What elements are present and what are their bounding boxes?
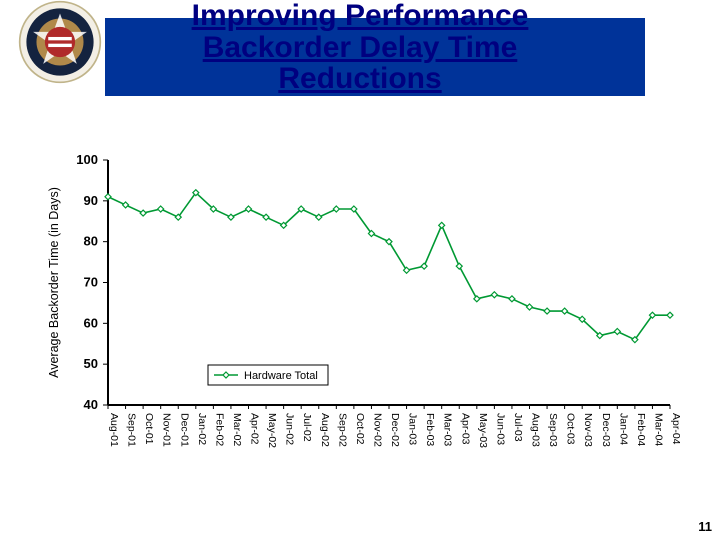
svg-text:Oct-03: Oct-03 bbox=[565, 413, 577, 445]
svg-text:Hardware Total: Hardware Total bbox=[244, 370, 318, 382]
svg-text:Aug-03: Aug-03 bbox=[530, 413, 542, 447]
page-number: 11 bbox=[698, 519, 712, 534]
svg-text:Jun-03: Jun-03 bbox=[494, 413, 506, 445]
svg-text:Oct-02: Oct-02 bbox=[354, 413, 366, 445]
backorder-chart: 40 50 60 70 80 90 100 Aug-01 Sep-01 Oct-01 Nov-01 D… bbox=[40, 150, 680, 470]
svg-text:50: 50 bbox=[84, 356, 98, 371]
svg-text:Nov-02: Nov-02 bbox=[371, 413, 383, 447]
svg-text:Sep-01: Sep-01 bbox=[126, 413, 138, 447]
svg-text:May-02: May-02 bbox=[266, 413, 278, 448]
title-line-3: Reductions bbox=[0, 63, 720, 95]
svg-text:Nov-03: Nov-03 bbox=[582, 413, 594, 447]
svg-text:Feb-04: Feb-04 bbox=[635, 413, 647, 446]
svg-text:70: 70 bbox=[84, 275, 98, 290]
svg-text:Nov-01: Nov-01 bbox=[161, 413, 173, 447]
svg-text:100: 100 bbox=[76, 152, 98, 167]
svg-text:Aug-02: Aug-02 bbox=[319, 413, 331, 447]
svg-text:Dec-02: Dec-02 bbox=[389, 413, 401, 447]
svg-text:Jan-03: Jan-03 bbox=[407, 413, 419, 445]
svg-text:Jul-03: Jul-03 bbox=[512, 413, 524, 442]
title-line-2: Backorder Delay Time bbox=[0, 32, 720, 64]
svg-text:Dec-01: Dec-01 bbox=[178, 413, 190, 447]
svg-text:40: 40 bbox=[84, 397, 98, 412]
svg-text:Aug-01: Aug-01 bbox=[108, 413, 120, 447]
svg-text:90: 90 bbox=[84, 193, 98, 208]
svg-text:Feb-02: Feb-02 bbox=[213, 413, 225, 446]
svg-text:Apr-02: Apr-02 bbox=[249, 413, 261, 445]
svg-text:Mar-04: Mar-04 bbox=[652, 413, 664, 446]
svg-text:Average Backorder Time (in Day: Average Backorder Time (in Days) bbox=[47, 187, 61, 378]
svg-text:Sep-02: Sep-02 bbox=[336, 413, 348, 447]
svg-text:Dec-03: Dec-03 bbox=[600, 413, 612, 447]
svg-text:Sep-03: Sep-03 bbox=[547, 413, 559, 447]
svg-text:Jun-02: Jun-02 bbox=[284, 413, 296, 445]
svg-text:Mar-03: Mar-03 bbox=[442, 413, 454, 446]
svg-text:Jan-04: Jan-04 bbox=[617, 413, 629, 445]
slide-title: Improving Performance Backorder Delay Ti… bbox=[0, 0, 720, 95]
svg-text:Jan-02: Jan-02 bbox=[196, 413, 208, 445]
svg-text:60: 60 bbox=[84, 315, 98, 330]
svg-text:Apr-03: Apr-03 bbox=[459, 413, 471, 445]
svg-text:Mar-02: Mar-02 bbox=[231, 413, 243, 446]
svg-text:Apr-04: Apr-04 bbox=[670, 413, 680, 445]
title-line-1: Improving Performance bbox=[0, 0, 720, 32]
svg-text:Jul-02: Jul-02 bbox=[301, 413, 313, 442]
svg-text:Oct-01: Oct-01 bbox=[143, 413, 155, 445]
svg-text:May-03: May-03 bbox=[477, 413, 489, 448]
svg-text:Feb-03: Feb-03 bbox=[424, 413, 436, 446]
svg-text:80: 80 bbox=[84, 234, 98, 249]
